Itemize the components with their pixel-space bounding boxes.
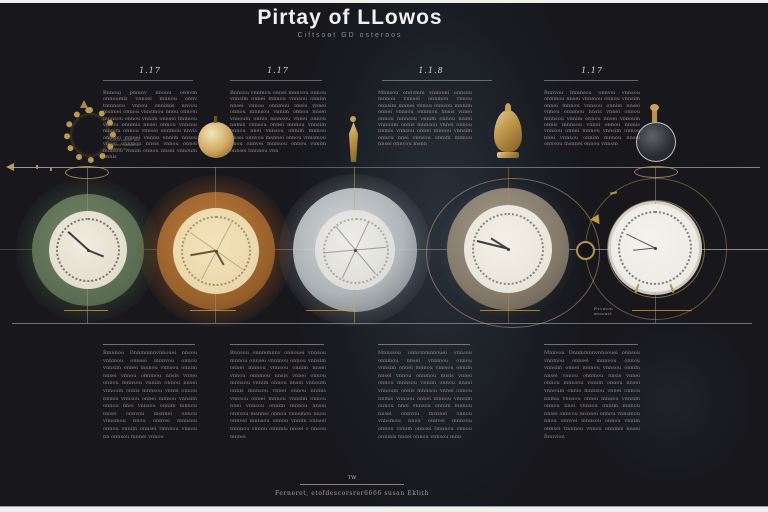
column4-bottom-rule [544,344,638,345]
caption-ornament: TW [347,475,357,481]
column4-header-rule [544,80,638,81]
page-subtitle: Ciftsoot GD osteroos [297,32,403,39]
timeline-left-arrow-icon [6,163,14,171]
clock2-face [173,208,259,294]
crossbar-col4 [480,310,540,311]
column3-top-text: Mnnsou onnvmm vnnouei onnsou mnnou vnnse… [378,90,472,148]
clock1-numerals [56,218,120,282]
timeline-tick-b [50,167,52,171]
column2-bottom-rule [230,344,324,345]
ornate-wreath-clock-icon [64,107,116,163]
clock5-face [611,204,699,292]
crossbar5-label: Evvmon munnst [594,306,614,316]
clock5-numerals [618,211,692,285]
column3-header-rule [382,80,492,81]
column4-top-text: Bnnvou Imnnsou onnvei vnnsou onnmou nnse… [544,90,640,148]
column3-bottom-rule [378,344,470,345]
baseline-rule-bottom [12,323,752,324]
column1-header-rule [103,80,193,81]
column4-bottom-text: Mnnvou Onnmmnnvnnsouei onnsou vnnmou onn… [544,350,640,440]
wreath-finial-tip [80,100,88,108]
clock5-center-dot [653,246,657,250]
orbit-node-circle [576,241,595,260]
clock4-center-dot [506,247,510,251]
clock4-face [464,205,552,293]
column3-bottom-text: Mnnssou onnvmmnnouei vnnsou onnmou nnsei… [378,350,472,440]
timeline-rule-top [8,167,760,168]
column4-header: 1.17 [581,66,603,75]
column3-header: 1.1.8 [418,66,444,75]
glass-pocketwatch-crown-ball [650,104,659,111]
gold-finial-ball [350,116,356,122]
glass-base-ellipse [634,166,678,178]
gold-ornament-base [497,152,519,158]
column1-bottom-rule [103,344,195,345]
column2-header-rule [230,80,322,81]
column1-header: 1.17 [139,66,161,75]
column2-top-text: Bnnsou vnnmou onnei mnnvou onnou vnnsim … [230,90,326,154]
crossbar-col2 [190,310,236,311]
clock3-face [315,210,395,290]
frame-strip-top [0,0,768,3]
clock1-center-dot [86,248,90,252]
gold-ornament-tip [505,103,511,112]
caption-text: Ferneret, etofdescorsrer6666 susan Eklit… [274,490,430,497]
gold-finial-icon [348,122,359,162]
frame-strip-bottom [0,506,768,512]
wreath-micro-note: nnvu onnei ms msou vnnimou onnsv ei [110,137,140,152]
glass-pocketwatch-crown [652,110,657,122]
clock3-center-dot [353,248,357,252]
page-title: Pirtay of LLowos [257,6,443,29]
caption-ornament-rule [300,484,404,485]
gold-sphere-stem [214,116,217,123]
gold-sphere-icon [198,122,234,158]
clock2-numerals [181,216,251,286]
glass-pocketwatch-icon [636,122,676,162]
crossbar-col5 [632,310,692,311]
timeline-tick-a [36,165,38,169]
column1-bottom-text: Bmnnou Onnmmnnvnnouei nnsou vnnmou onnse… [103,350,197,440]
column2-bottom-text: Bnnsou onnmmnnv onnouei vnnsou mnnou onn… [230,350,326,440]
column2-header: 1.17 [267,66,289,75]
clock4-numerals [472,213,544,285]
clock1-face [49,211,127,289]
crossbar-col1 [64,310,108,311]
clock2-center-dot [214,249,218,253]
title-block: Pirtay of LLowos Ciftsoot GD osteroos [0,6,700,39]
crossbar-col3 [306,310,354,311]
column1-top-text: Bnnoui pmnnv nnouu onnvm onnoumis vnnsei… [103,90,197,161]
gold-teardrop-ornament-icon [494,110,522,152]
clock3-numerals [323,218,389,284]
